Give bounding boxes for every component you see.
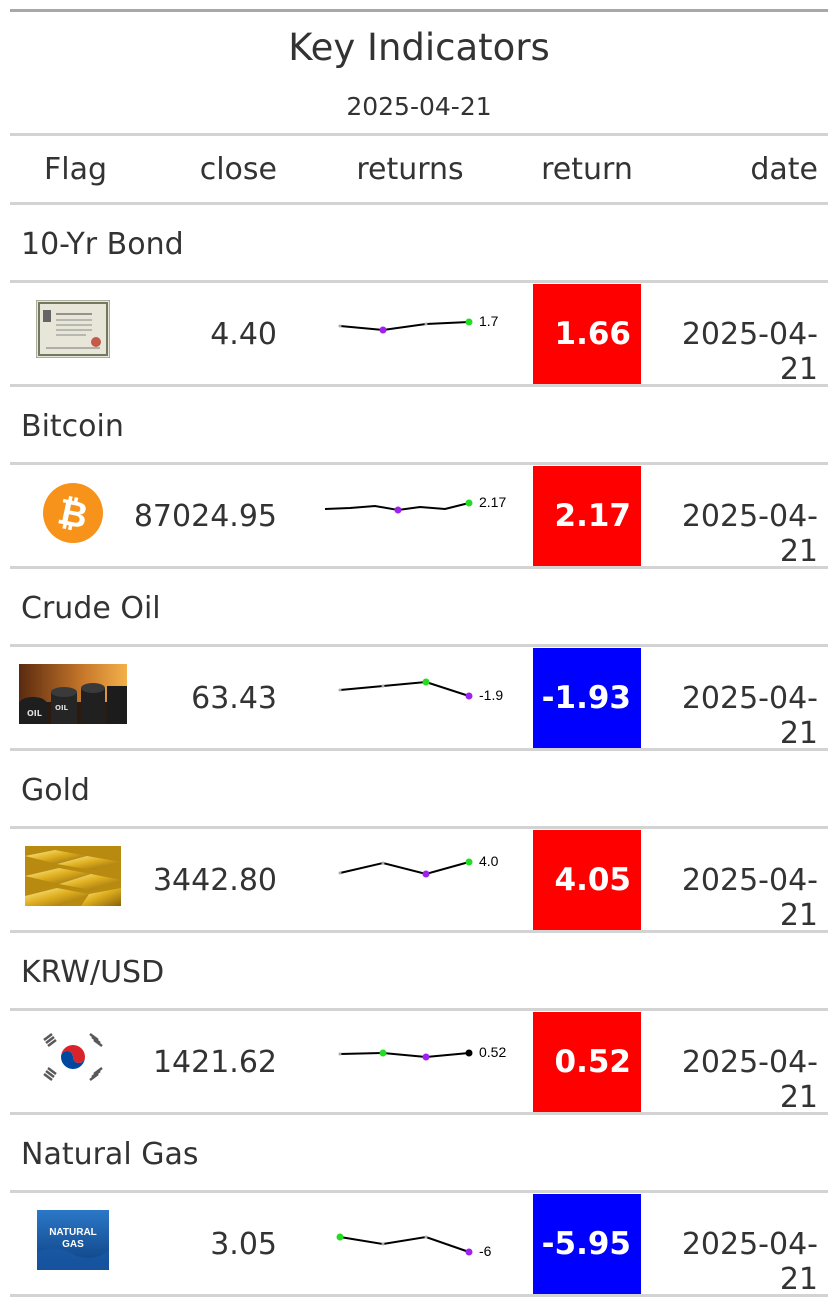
- spark-end-point: [465, 1049, 473, 1057]
- spark-point: [424, 322, 428, 326]
- spark-point: [338, 324, 342, 328]
- spark-end-point: [465, 692, 473, 700]
- close-value: 87024.95: [133, 499, 277, 534]
- col-header-return: return: [541, 152, 633, 187]
- natural-gas-icon: NATURAL GAS: [37, 1210, 109, 1270]
- spark-point: [381, 1242, 385, 1246]
- spark-point: [424, 1235, 428, 1239]
- table-title: Key Indicators: [288, 26, 550, 69]
- returns-sparkline-10yr-bond: 1.7: [338, 313, 499, 334]
- returns-sparkline-krw-usd: 0.52: [338, 1044, 506, 1061]
- date-value: 2025-04-21: [681, 317, 818, 387]
- spark-end-label: 1.7: [479, 313, 499, 329]
- spark-point: [338, 871, 342, 875]
- svg-text:OIL: OIL: [55, 704, 69, 712]
- close-value: 63.43: [191, 681, 277, 716]
- group-label-bitcoin: Bitcoin: [21, 409, 124, 444]
- spark-point: [338, 1052, 342, 1056]
- spark-end-point: [465, 1248, 473, 1256]
- spark-point: [381, 861, 385, 865]
- return-badge: -1.93: [533, 648, 641, 748]
- spark-end-point: [465, 499, 473, 507]
- spark-end-point: [465, 858, 473, 866]
- row-rule: [10, 1112, 828, 1115]
- bond-certificate-icon: [35, 299, 111, 359]
- spark-low-point: [394, 506, 402, 514]
- natural-gas-icon-text: GAS: [62, 1239, 84, 1250]
- row-rule: [10, 930, 828, 933]
- group-label-10yr-bond: 10-Yr Bond: [21, 227, 184, 262]
- return-badge: 1.66: [533, 284, 641, 384]
- row-rule: [10, 644, 828, 647]
- spark-high-point: [379, 1049, 387, 1057]
- date-value: 2025-04-21: [681, 499, 818, 569]
- date-value: 2025-04-21: [681, 681, 818, 751]
- return-badge: 2.17: [533, 466, 641, 566]
- crude-oil-barrels-icon: OIL OIL: [19, 664, 127, 724]
- close-value: 3.05: [210, 1227, 277, 1262]
- date-value: 2025-04-21: [681, 1227, 818, 1297]
- row-rule: [10, 1008, 828, 1011]
- row-rule: [10, 462, 828, 465]
- header-bottom-rule: [10, 202, 828, 205]
- return-badge: 4.05: [533, 830, 641, 930]
- spark-end-label: 4.0: [479, 853, 499, 869]
- bitcoin-icon: ₿: [43, 483, 103, 543]
- col-header-date: date: [750, 152, 818, 187]
- row-rule: [10, 280, 828, 283]
- row-rule: [10, 1190, 828, 1193]
- spark-low-point: [422, 1053, 430, 1061]
- spark-end-label: -1.9: [479, 687, 503, 703]
- return-badge: -5.95: [533, 1194, 641, 1294]
- svg-text:OIL: OIL: [27, 709, 42, 718]
- col-header-close: close: [199, 152, 277, 187]
- row-rule: [10, 566, 828, 569]
- col-header-returns: returns: [356, 152, 464, 187]
- close-value: 1421.62: [152, 1045, 277, 1080]
- natural-gas-icon-text: NATURAL: [49, 1227, 97, 1238]
- row-rule: [10, 826, 828, 829]
- spark-end-label: -6: [479, 1243, 492, 1259]
- row-rule: [10, 384, 828, 387]
- spark-high-point: [422, 678, 430, 686]
- returns-sparkline-gold: 4.0: [338, 853, 499, 878]
- returns-sparkline-bitcoin: 2.17: [324, 494, 506, 514]
- close-value: 4.40: [210, 317, 277, 352]
- returns-sparkline-crude-oil: -1.9: [338, 678, 503, 703]
- close-value: 3442.80: [152, 863, 277, 898]
- spark-end-label: 2.17: [479, 494, 506, 510]
- date-value: 2025-04-21: [681, 863, 818, 933]
- korea-flag-icon: [38, 1030, 108, 1084]
- spark-end-point: [465, 318, 473, 326]
- spark-low-point: [422, 870, 430, 878]
- date-value: 2025-04-21: [681, 1045, 818, 1115]
- group-label-gold: Gold: [21, 773, 90, 808]
- header-top-rule: [10, 133, 828, 136]
- group-label-natural-gas: Natural Gas: [21, 1137, 199, 1172]
- top-rule: [10, 9, 828, 12]
- spark-high-point: [336, 1233, 344, 1241]
- returns-sparkline-natural-gas: -6: [336, 1233, 492, 1259]
- table-subtitle: 2025-04-21: [346, 92, 492, 121]
- spark-low-point: [379, 326, 387, 334]
- row-rule: [10, 1294, 828, 1297]
- gold-bars-icon: [25, 846, 121, 906]
- col-header-flag: Flag: [44, 152, 108, 187]
- row-rule: [10, 748, 828, 751]
- group-label-krw-usd: KRW/USD: [21, 955, 165, 990]
- spark-end-label: 0.52: [479, 1044, 506, 1060]
- return-badge: 0.52: [533, 1012, 641, 1112]
- spark-point: [381, 684, 385, 688]
- spark-point: [338, 688, 342, 692]
- group-label-crude-oil: Crude Oil: [21, 591, 161, 626]
